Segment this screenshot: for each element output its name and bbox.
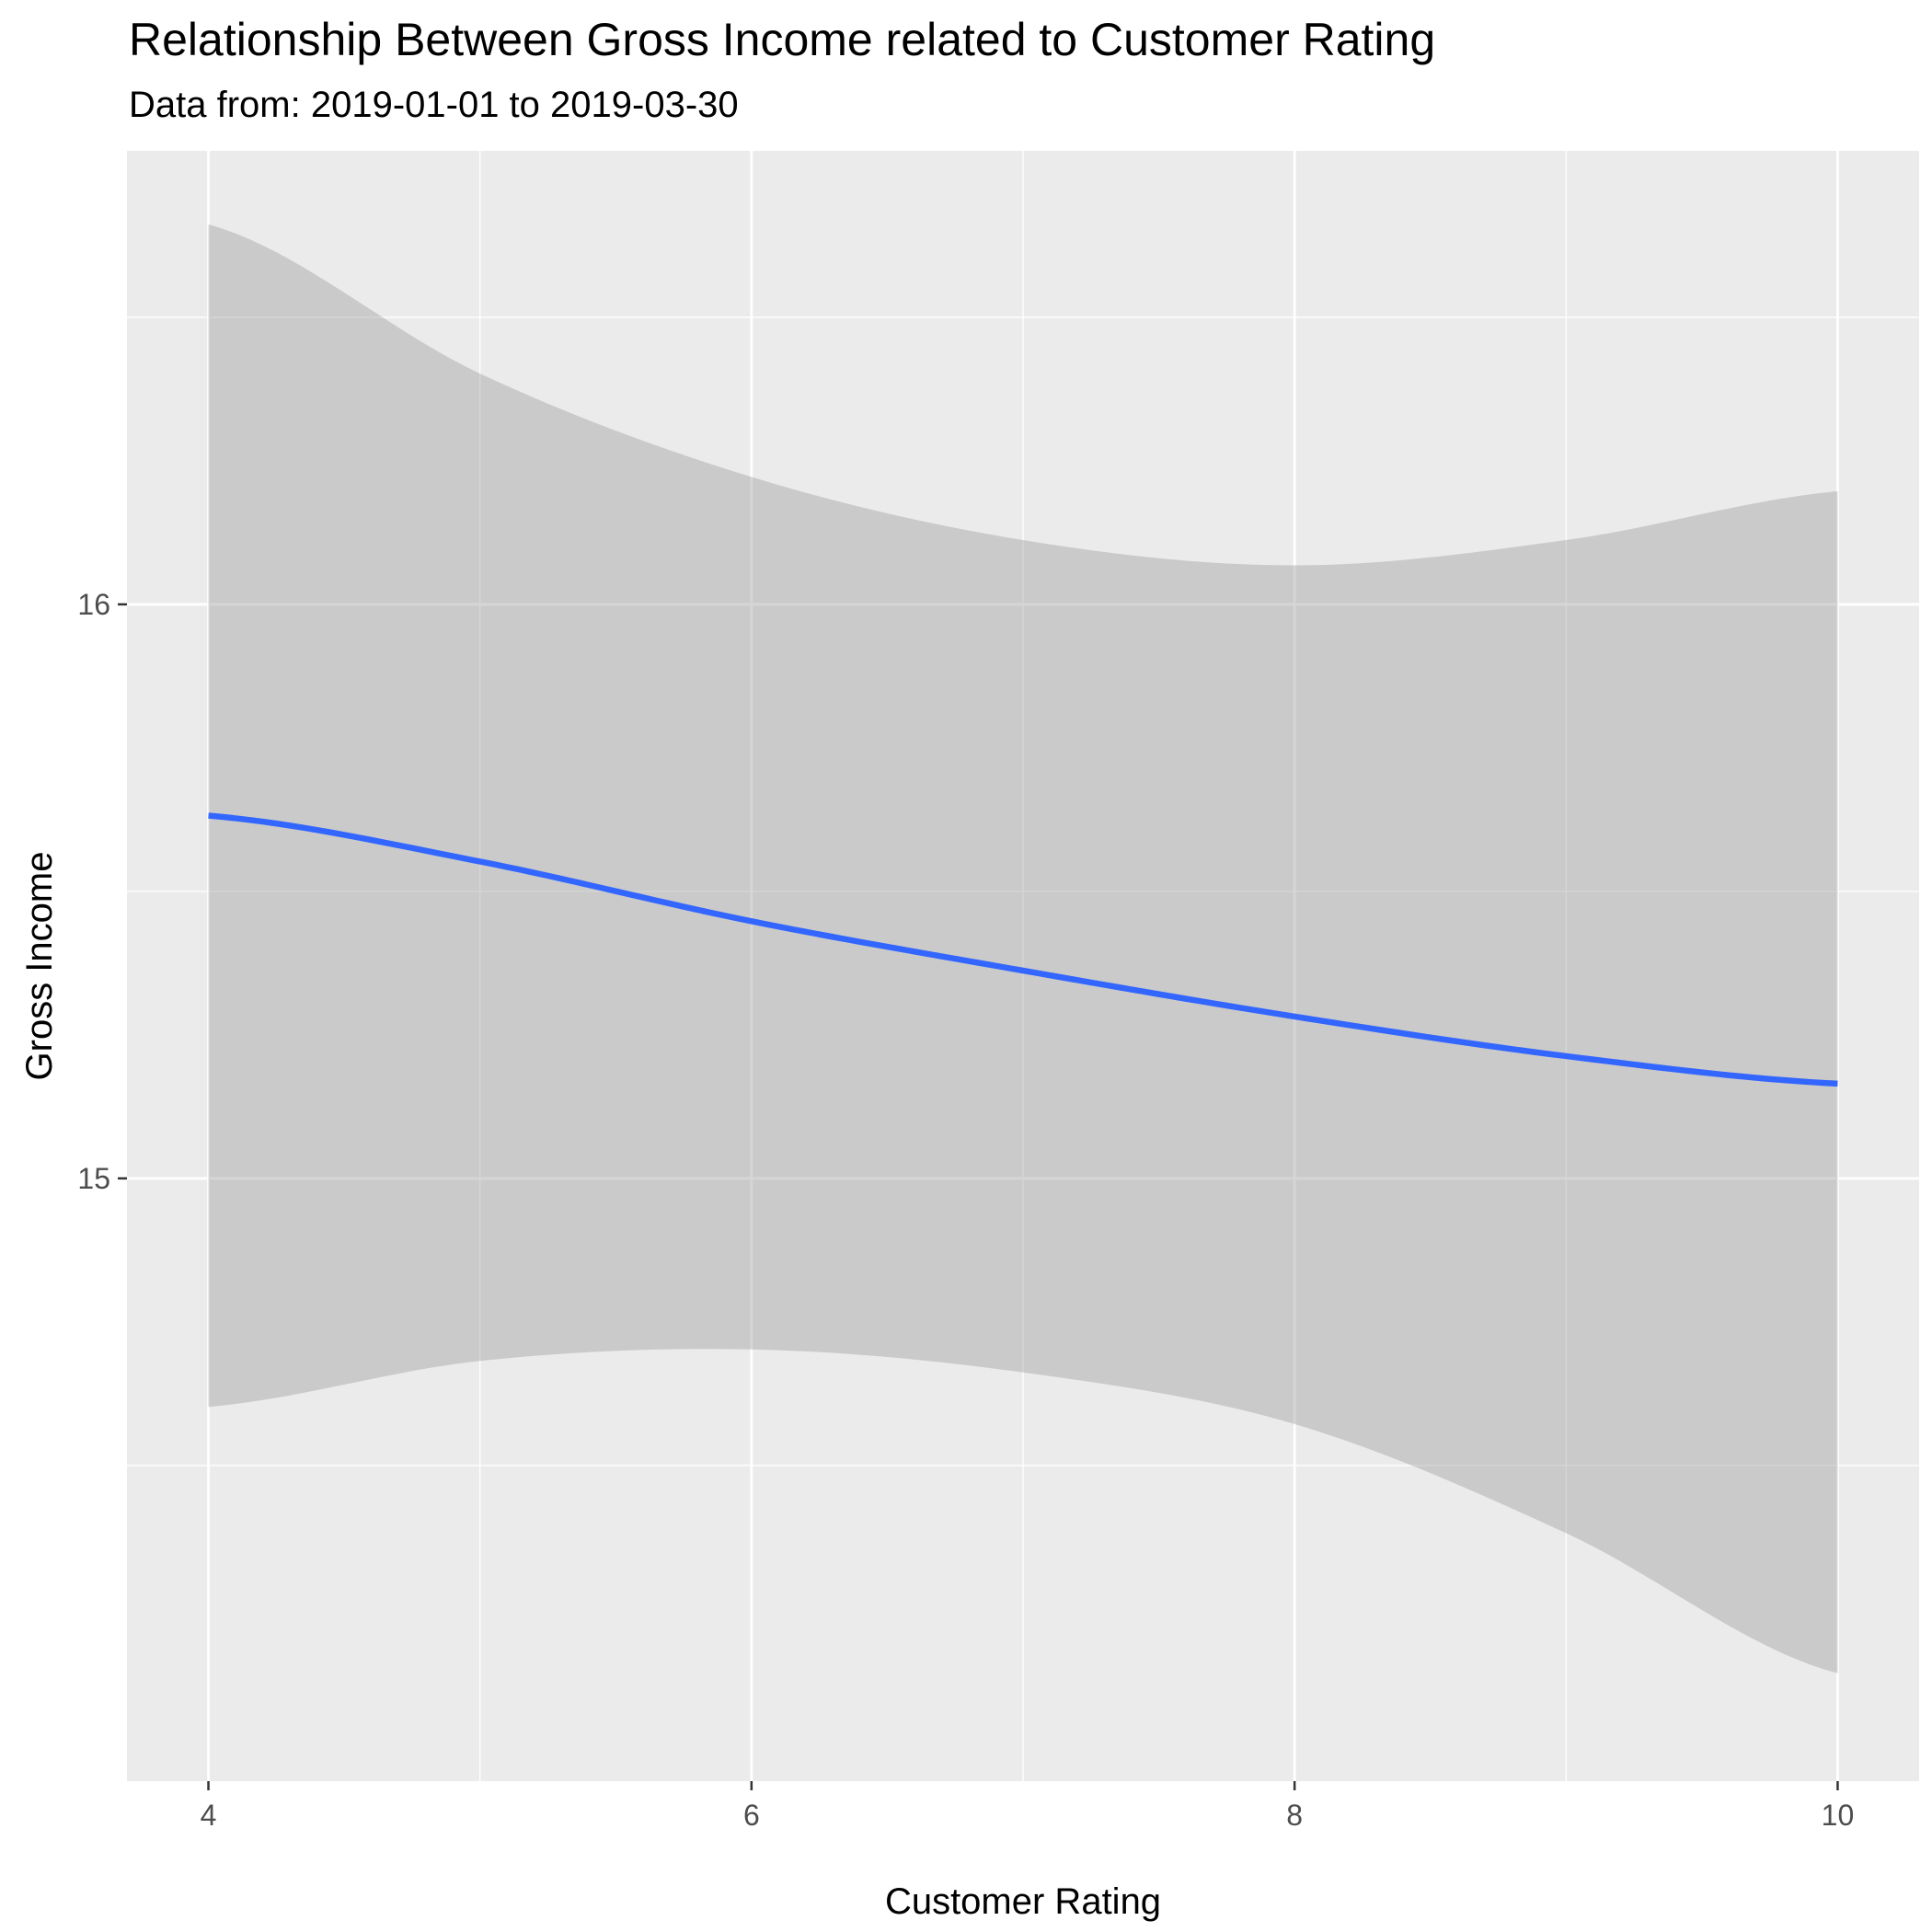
y-tick-label: 15	[77, 1162, 110, 1195]
confidence-band	[208, 224, 1838, 1673]
x-tick-label: 4	[201, 1799, 217, 1832]
minor-gridlines	[127, 151, 1919, 1781]
chart-subtitle: Data from: 2019-01-01 to 2019-03-30	[129, 85, 739, 125]
x-tick-label: 8	[1286, 1799, 1303, 1832]
x-tick-label: 10	[1822, 1799, 1855, 1832]
chart-title: Relationship Between Gross Income relate…	[129, 14, 1436, 65]
y-tick-label: 16	[77, 588, 110, 621]
axes: 4 6 8 10 15 16	[77, 588, 1854, 1832]
x-tick-label: 6	[743, 1799, 760, 1832]
trend-line	[208, 812, 1838, 1087]
y-axis-title: Gross Income	[19, 852, 60, 1081]
major-gridlines	[127, 151, 1919, 1781]
x-axis-title: Customer Rating	[885, 1881, 1161, 1922]
